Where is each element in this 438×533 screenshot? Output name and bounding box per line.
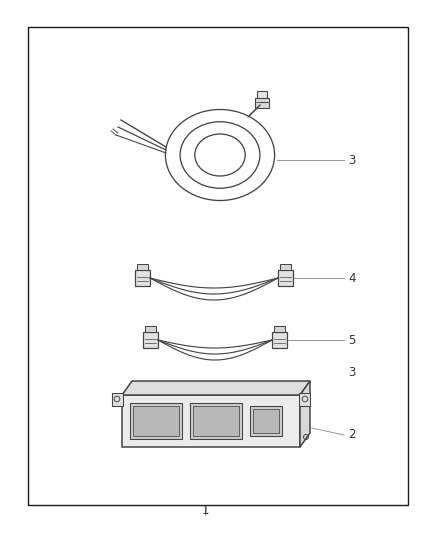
Bar	[272, 332, 287, 348]
Bar	[280, 264, 291, 270]
Text: 2: 2	[348, 429, 356, 441]
Bar	[253, 409, 279, 433]
Bar	[193, 406, 239, 436]
Bar	[112, 393, 123, 406]
Bar	[133, 406, 179, 436]
Text: 3: 3	[348, 154, 355, 166]
Bar	[145, 326, 156, 332]
Bar	[278, 270, 293, 286]
Text: 4: 4	[348, 271, 356, 285]
Bar	[255, 98, 269, 108]
Text: 1: 1	[201, 504, 209, 516]
Bar	[28, 27, 408, 505]
Bar	[274, 326, 285, 332]
Polygon shape	[300, 381, 310, 447]
Bar	[130, 403, 182, 439]
Bar	[257, 91, 267, 98]
Bar	[143, 332, 158, 348]
Bar	[137, 264, 148, 270]
Bar	[135, 270, 150, 286]
Text: 5: 5	[348, 334, 355, 346]
Bar	[250, 406, 282, 436]
Bar	[122, 395, 300, 447]
Polygon shape	[122, 381, 310, 395]
Text: 3: 3	[348, 367, 355, 379]
Bar	[190, 403, 242, 439]
Bar	[299, 393, 310, 406]
